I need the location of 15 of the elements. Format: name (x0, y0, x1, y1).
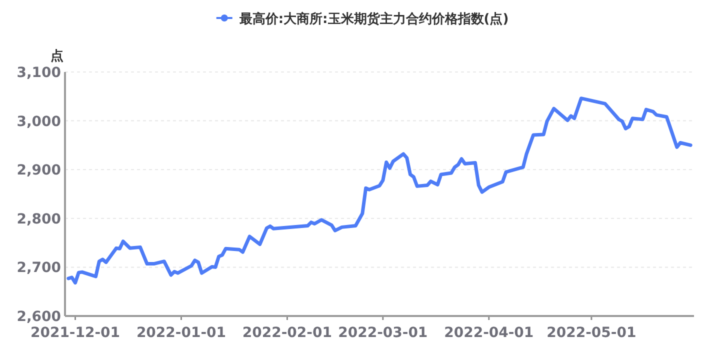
y-tick-label: 2,600 (16, 309, 62, 325)
x-tick-label: 2021-12-01 (30, 325, 120, 341)
legend-label: 最高价:大商所:玉米期货主力合约价格指数(点) (238, 11, 509, 27)
y-axis-title: 点 (50, 48, 64, 64)
x-tick-label: 2022-03-01 (338, 325, 428, 341)
x-tick-label: 2022-04-01 (444, 325, 534, 341)
line-series (66, 96, 692, 285)
y-tick-label: 2,700 (16, 260, 62, 276)
y-tick-label: 3,000 (16, 114, 62, 130)
x-tick-label: 2022-01-01 (136, 325, 226, 341)
x-tick-label: 2022-05-01 (546, 325, 636, 341)
x-tick-label: 2022-02-01 (242, 325, 332, 341)
y-tick-label: 2,900 (16, 162, 62, 179)
y-tick-label: 2,800 (16, 211, 62, 228)
y-tick-label: 3,100 (16, 65, 62, 81)
